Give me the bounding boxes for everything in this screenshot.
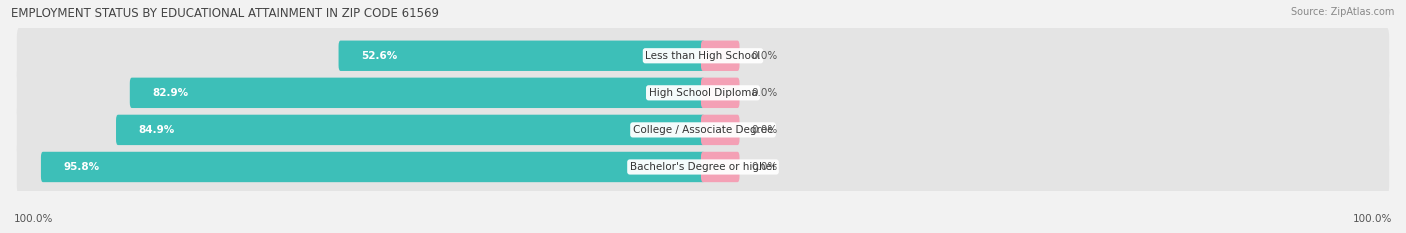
Text: 0.0%: 0.0%: [751, 88, 778, 98]
FancyBboxPatch shape: [17, 100, 1389, 159]
Text: 0.0%: 0.0%: [751, 51, 778, 61]
FancyBboxPatch shape: [129, 78, 704, 108]
Text: 82.9%: 82.9%: [152, 88, 188, 98]
FancyBboxPatch shape: [702, 41, 740, 71]
Text: College / Associate Degree: College / Associate Degree: [633, 125, 773, 135]
FancyBboxPatch shape: [702, 152, 740, 182]
FancyBboxPatch shape: [41, 152, 704, 182]
FancyBboxPatch shape: [17, 26, 1389, 85]
FancyBboxPatch shape: [339, 41, 704, 71]
Text: 95.8%: 95.8%: [63, 162, 100, 172]
Text: 84.9%: 84.9%: [139, 125, 174, 135]
Text: 52.6%: 52.6%: [361, 51, 398, 61]
Text: Source: ZipAtlas.com: Source: ZipAtlas.com: [1291, 7, 1395, 17]
Text: 0.0%: 0.0%: [751, 162, 778, 172]
FancyBboxPatch shape: [702, 78, 740, 108]
FancyBboxPatch shape: [702, 115, 740, 145]
Text: EMPLOYMENT STATUS BY EDUCATIONAL ATTAINMENT IN ZIP CODE 61569: EMPLOYMENT STATUS BY EDUCATIONAL ATTAINM…: [11, 7, 439, 20]
FancyBboxPatch shape: [117, 115, 704, 145]
Text: Bachelor's Degree or higher: Bachelor's Degree or higher: [630, 162, 776, 172]
Text: 100.0%: 100.0%: [1353, 214, 1392, 224]
Text: High School Diploma: High School Diploma: [648, 88, 758, 98]
FancyBboxPatch shape: [17, 137, 1389, 196]
FancyBboxPatch shape: [17, 63, 1389, 122]
Text: Less than High School: Less than High School: [645, 51, 761, 61]
Text: 100.0%: 100.0%: [14, 214, 53, 224]
Text: 0.0%: 0.0%: [751, 125, 778, 135]
